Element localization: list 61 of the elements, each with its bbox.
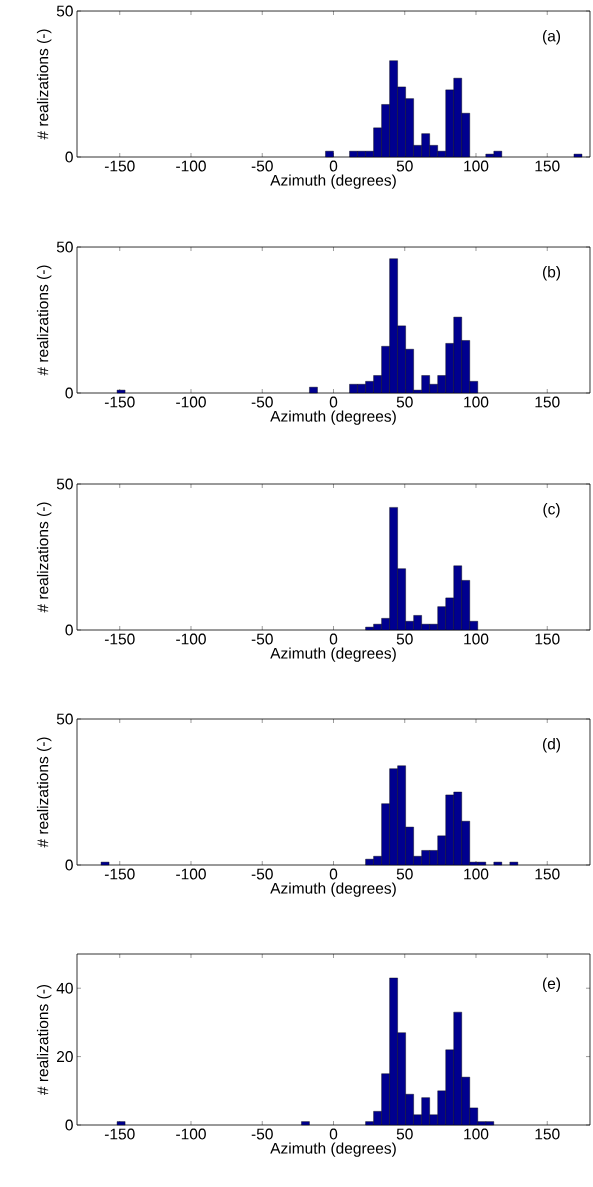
x-tick-label: 100 bbox=[464, 160, 489, 172]
x-tick-label: -50 bbox=[251, 1128, 273, 1140]
x-axis-title: Azimuth (degrees) bbox=[270, 882, 396, 897]
x-tick-label: 0 bbox=[329, 1128, 338, 1140]
y-axis-title: # realizations (-) bbox=[36, 265, 52, 376]
y-axis-title: # realizations (-) bbox=[36, 502, 52, 613]
x-tick-label: 50 bbox=[396, 160, 413, 172]
y-axis-title: # realizations (-) bbox=[36, 984, 52, 1096]
y-tick-label: 0 bbox=[65, 1119, 73, 1131]
x-axis-title: Azimuth (degrees) bbox=[270, 1142, 396, 1157]
x-tick-label: -50 bbox=[251, 396, 273, 408]
x-tick-label: 0 bbox=[329, 396, 338, 408]
y-tick-label: 20 bbox=[57, 1051, 73, 1063]
y-tick-label: 0 bbox=[65, 624, 73, 636]
x-axis-title: Azimuth (degrees) bbox=[270, 174, 396, 189]
y-tick-label: 0 bbox=[65, 859, 73, 871]
x-tick-label: 50 bbox=[396, 396, 413, 408]
annotation: (a) bbox=[543, 30, 561, 45]
y-tick-label: 50 bbox=[56, 241, 73, 253]
x-tick-label: 150 bbox=[535, 1128, 560, 1140]
annotation: (c) bbox=[543, 503, 560, 518]
x-tick-label: -50 bbox=[251, 633, 273, 645]
x-tick-label: 50 bbox=[396, 868, 413, 880]
x-tick-label: -150 bbox=[104, 396, 135, 408]
x-tick-label: 100 bbox=[464, 1128, 489, 1140]
x-tick-label: 100 bbox=[464, 868, 489, 880]
x-tick-label: -150 bbox=[104, 868, 135, 880]
x-tick-label: 150 bbox=[535, 396, 560, 408]
y-axis-title: # realizations (-) bbox=[36, 29, 52, 140]
annotation: (b) bbox=[543, 266, 561, 281]
y-tick-label: 0 bbox=[65, 387, 73, 399]
x-tick-label: 0 bbox=[329, 868, 338, 880]
x-tick-label: -100 bbox=[176, 633, 206, 645]
x-tick-label: -100 bbox=[176, 396, 206, 408]
x-tick-label: -100 bbox=[176, 868, 206, 880]
x-axis-title: Azimuth (degrees) bbox=[270, 410, 396, 425]
x-tick-label: -100 bbox=[176, 160, 206, 172]
y-tick-label: 50 bbox=[56, 5, 73, 17]
x-tick-label: -50 bbox=[251, 868, 273, 880]
y-tick-label: 50 bbox=[56, 713, 73, 725]
x-tick-label: -150 bbox=[104, 633, 135, 645]
x-tick-label: 150 bbox=[535, 633, 560, 645]
y-tick-label: 40 bbox=[56, 982, 73, 994]
annotation: (d) bbox=[543, 738, 561, 753]
x-tick-label: -150 bbox=[104, 1128, 135, 1140]
x-tick-label: 100 bbox=[464, 396, 489, 408]
x-tick-label: 0 bbox=[329, 160, 338, 172]
x-tick-label: 150 bbox=[535, 868, 560, 880]
x-tick-label: -100 bbox=[176, 1128, 206, 1140]
y-axis-title: # realizations (-) bbox=[36, 737, 52, 848]
x-tick-label: 150 bbox=[535, 160, 560, 172]
annotation: (e) bbox=[543, 977, 561, 993]
x-tick-label: 0 bbox=[329, 633, 338, 645]
x-tick-label: 100 bbox=[464, 633, 489, 645]
x-tick-label: 50 bbox=[396, 1128, 413, 1140]
y-tick-label: 0 bbox=[65, 151, 73, 163]
y-tick-label: 50 bbox=[56, 478, 73, 490]
x-tick-label: -150 bbox=[104, 160, 135, 172]
x-tick-label: -50 bbox=[251, 160, 273, 172]
x-axis-title: Azimuth (degrees) bbox=[270, 647, 396, 662]
x-tick-label: 50 bbox=[396, 633, 413, 645]
